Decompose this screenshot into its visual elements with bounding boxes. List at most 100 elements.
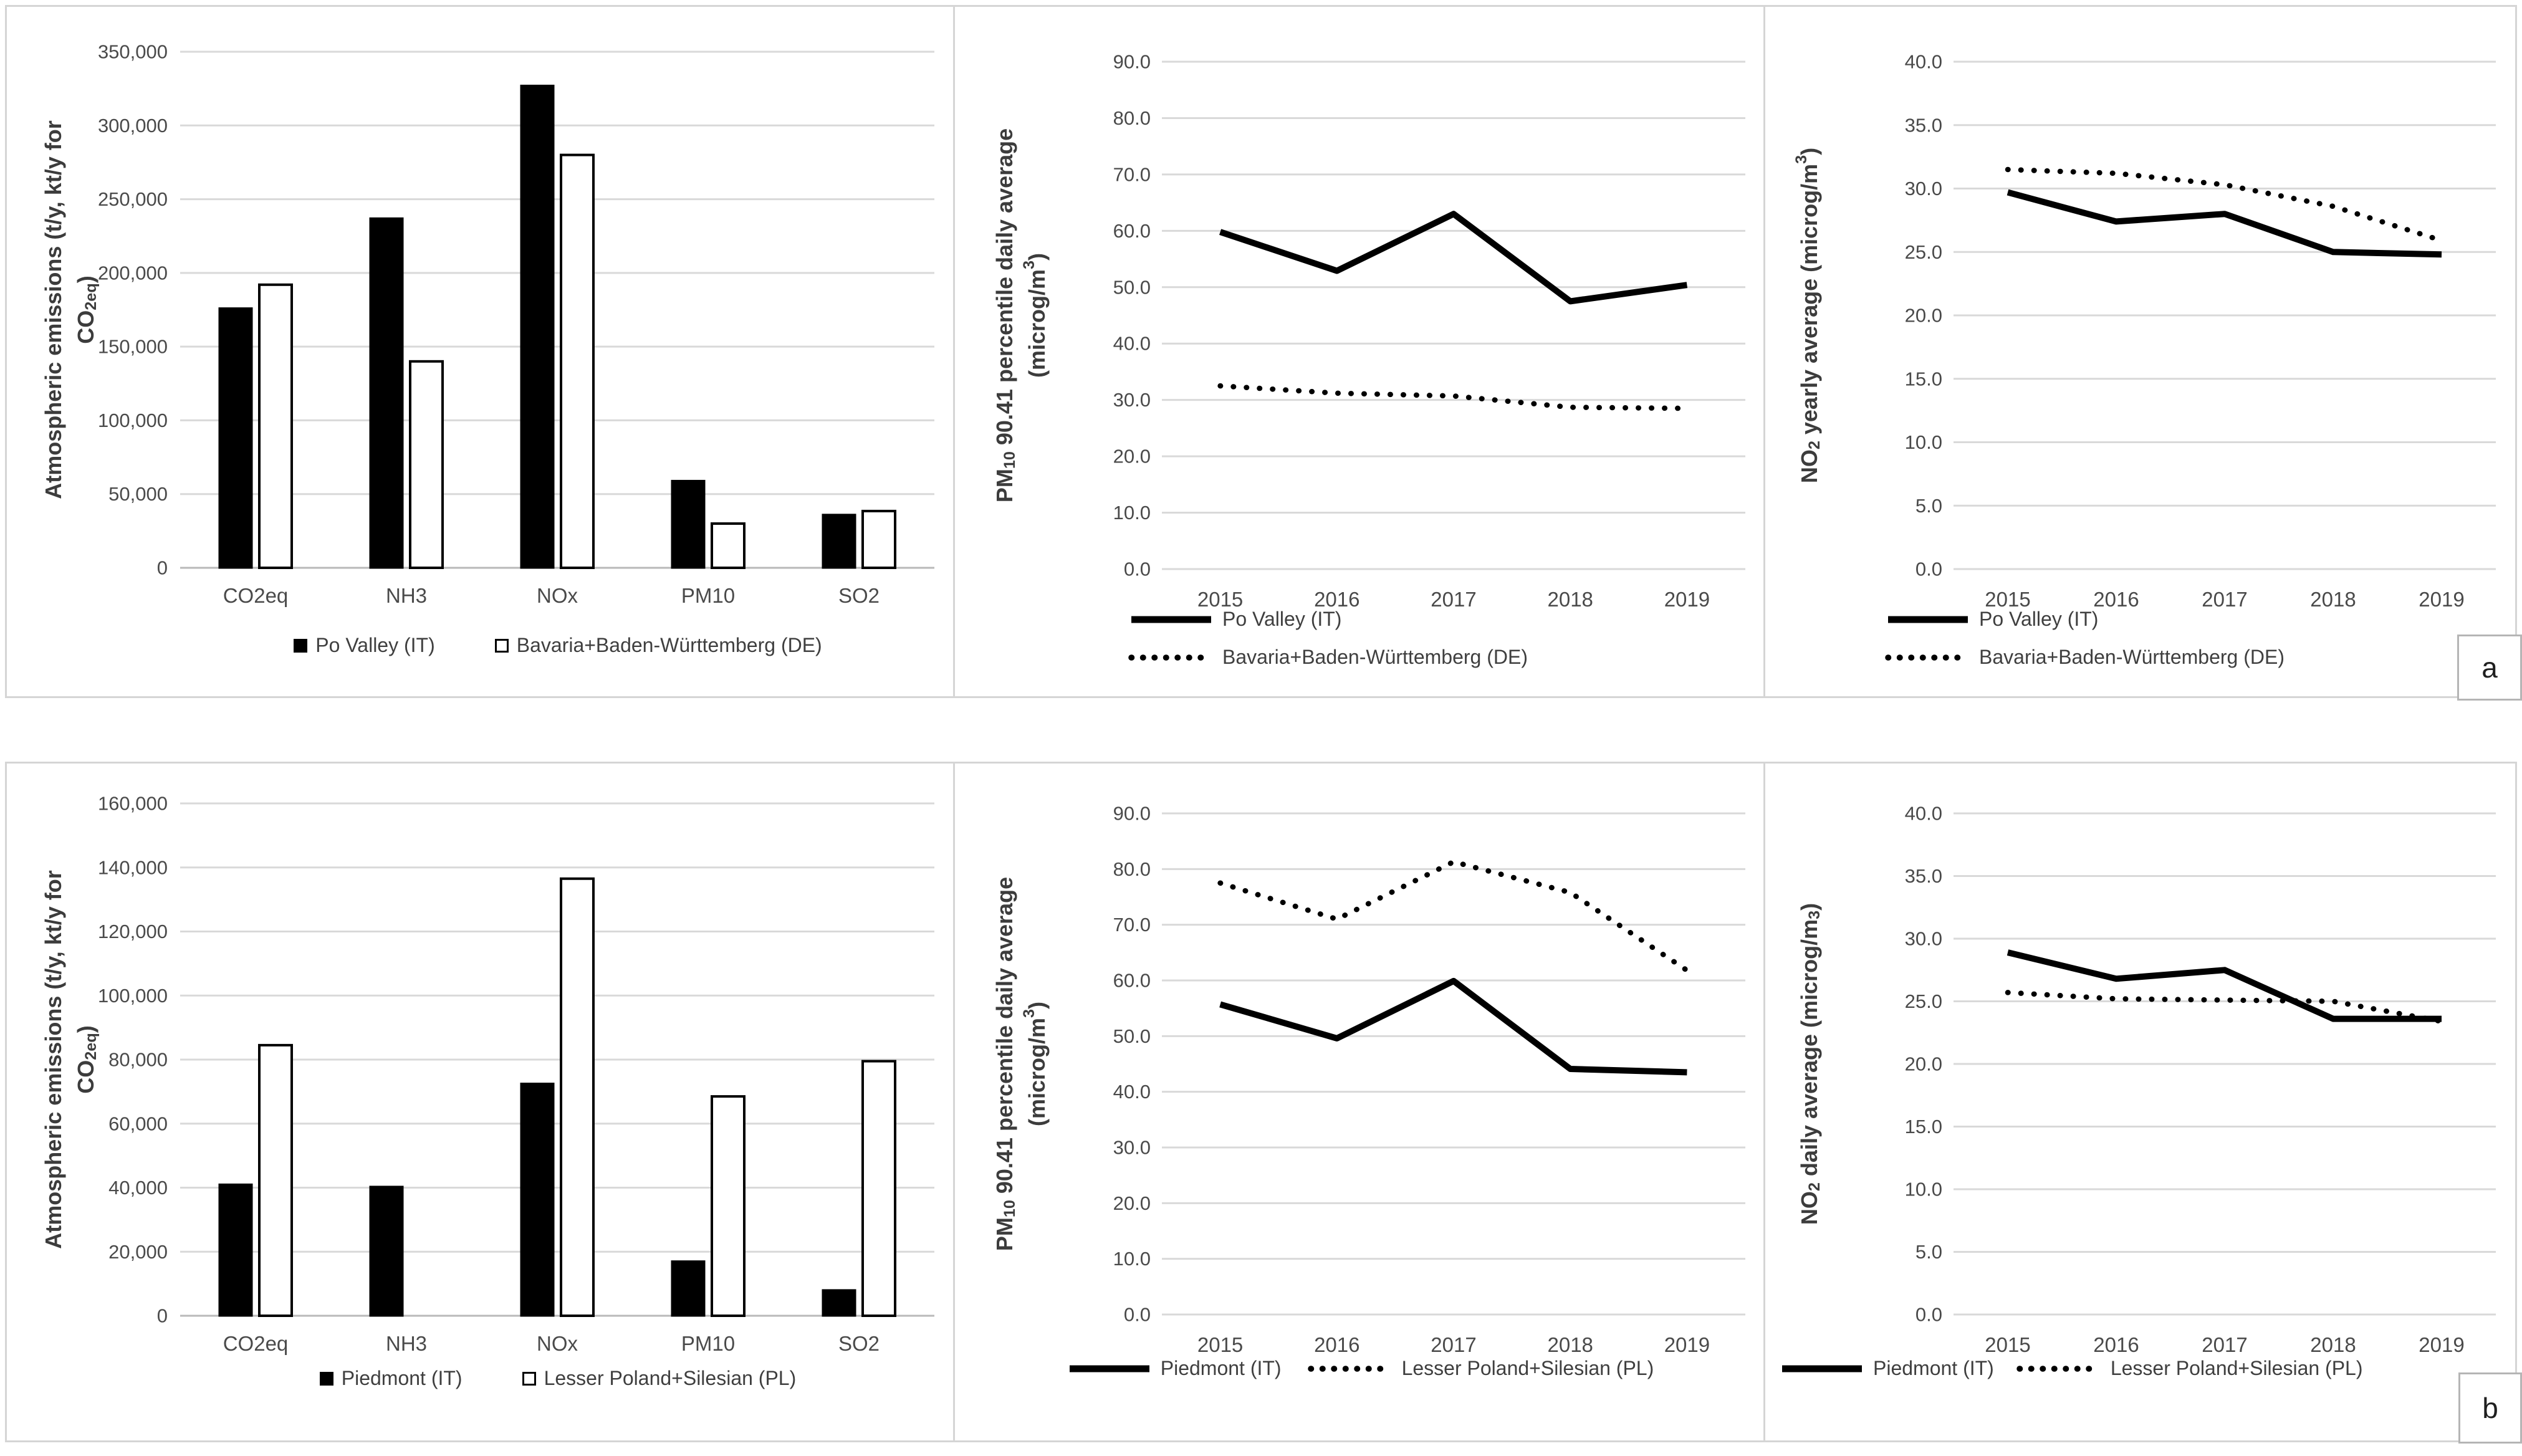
- series-line-dotted: [2005, 166, 2445, 244]
- x-year-label: 2019: [2419, 1333, 2464, 1356]
- panel-pm10-po-bavaria: 0.0 10.0 20.0 30.0 40.0 50.0 60.0 70.0 80.0 90.0 P…: [953, 5, 1765, 698]
- legend: Po Valley (IT) Bavaria+Baden-Württemberg …: [1885, 608, 2285, 669]
- legend-item: Po Valley (IT): [1128, 608, 1341, 631]
- svg-text:(microg/m3): (microg/m3): [1020, 253, 1050, 378]
- x-year-label: 2015: [1197, 1333, 1243, 1356]
- bar: [258, 1043, 293, 1317]
- x-year-label: 2015: [1197, 588, 1243, 611]
- legend-line-sample-dotted-icon: [1307, 1365, 1394, 1372]
- legend: Piedmont (IT) Lesser Poland+Silesian (PL): [992, 1357, 1728, 1380]
- y-tick-label: 90.0: [1113, 803, 1151, 825]
- y-tick-label: 10.0: [1905, 431, 1942, 453]
- y-tick-label: 80,000: [108, 1049, 168, 1071]
- legend-line-sample-dotted-icon: [1885, 654, 1971, 661]
- bar-series-2: [258, 153, 896, 570]
- svg-text:CO2eq): CO2eq): [73, 275, 100, 343]
- svg-text:(microg/m3): (microg/m3): [1020, 1002, 1050, 1126]
- bar-series-1: [218, 1083, 856, 1317]
- legend-item: Bavaria+Baden-Württemberg (DE): [494, 634, 822, 657]
- y-tick-label: 0.0: [1915, 1304, 1942, 1326]
- x-year-label: 2018: [1547, 588, 1593, 611]
- y-tick-label: 30.0: [1905, 178, 1942, 199]
- y-tick-label: 40.0: [1905, 803, 1942, 825]
- bar: [711, 522, 746, 569]
- y-tick-label: 10.0: [1113, 502, 1151, 524]
- bar-series-1: [218, 84, 856, 569]
- bar: [671, 1260, 706, 1317]
- y-tick-label: 15.0: [1905, 368, 1942, 390]
- x-year-label: 2017: [1431, 1333, 1476, 1356]
- x-axis-labels: CO2eq NH3 NOx PM10 SO2: [223, 1332, 880, 1355]
- y-tick-label: 150,000: [98, 336, 168, 358]
- y-axis-title: Atmospheric emissions (t/y, kt/y for CO2e…: [41, 120, 100, 499]
- legend-item: Po Valley (IT): [1885, 608, 2098, 631]
- svg-text:Atmospheric emissions (t/y, kt: Atmospheric emissions (t/y, kt/y for: [41, 120, 66, 499]
- legend-label: Lesser Poland+Silesian (PL): [1401, 1357, 1654, 1379]
- legend-item: Piedmont (IT): [1779, 1357, 1994, 1380]
- line-chart-no2-yearly-po-bavaria: 0.0 5.0 10.0 15.0 20.0 25.0 30.0 35.0 40.0 NO2 ye…: [1793, 51, 2496, 611]
- x-category-label: PM10: [681, 1332, 735, 1355]
- series-line-dotted: [1217, 859, 1690, 974]
- bar: [258, 283, 293, 569]
- x-year-label: 2018: [2310, 588, 2356, 611]
- bar: [711, 1095, 746, 1317]
- y-tick-label: 10.0: [1905, 1179, 1942, 1200]
- bar: [822, 1289, 856, 1317]
- legend-swatch-black-icon: [319, 1371, 333, 1386]
- x-year-label: 2018: [2310, 1333, 2356, 1356]
- legend-label: Bavaria+Baden-Württemberg (DE): [516, 634, 822, 656]
- y-tick-label: 40.0: [1905, 51, 1942, 73]
- y-tick-label: 120,000: [98, 921, 168, 942]
- bar: [409, 360, 444, 569]
- svg-text:NO2 yearly average (microg/m3): NO2 yearly average (microg/m3): [1793, 148, 1823, 483]
- legend: Po Valley (IT) Bavaria+Baden-Württemberg …: [181, 634, 934, 657]
- x-year-label: 2019: [2419, 588, 2464, 611]
- x-year-label: 2016: [1314, 1333, 1359, 1356]
- gridlines: [1162, 60, 1745, 570]
- y-tick-label: 60,000: [108, 1113, 168, 1134]
- legend-label: Po Valley (IT): [1979, 608, 2099, 630]
- bar: [520, 1083, 555, 1317]
- legend-swatch-black-icon: [294, 638, 308, 653]
- bar: [218, 307, 253, 569]
- legend-item: Bavaria+Baden-Württemberg (DE): [1128, 646, 1528, 669]
- y-tick-label: 15.0: [1905, 1116, 1942, 1138]
- x-year-label: 2016: [2093, 1333, 2139, 1356]
- y-tick-label: 90.0: [1113, 51, 1151, 73]
- y-tick-labels: 0.0 10.0 20.0 30.0 40.0 50.0 60.0 70.0 80.0 90.0: [1113, 803, 1151, 1326]
- bar: [369, 1185, 404, 1317]
- svg-text:CO2eq): CO2eq): [73, 1025, 100, 1093]
- y-tick-label: 25.0: [1905, 241, 1942, 263]
- y-tick-label: 40.0: [1113, 1081, 1151, 1103]
- legend-swatch-white-icon: [522, 1371, 536, 1386]
- legend-label: Lesser Poland+Silesian (PL): [2110, 1357, 2363, 1379]
- y-tick-label: 5.0: [1915, 1241, 1942, 1263]
- y-tick-label: 30.0: [1113, 1137, 1151, 1159]
- y-axis-title: NO2 daily average (microg/m3): [1796, 903, 1824, 1225]
- y-tick-label: 20.0: [1113, 1192, 1151, 1214]
- y-tick-label: 40,000: [108, 1177, 168, 1199]
- y-tick-label: 35.0: [1905, 114, 1942, 136]
- y-axis-title: Atmospheric emissions (t/y, kt/y for CO2e…: [41, 870, 100, 1248]
- x-year-label: 2015: [1985, 588, 2030, 611]
- x-category-label: SO2: [838, 584, 880, 607]
- bar: [861, 509, 896, 569]
- legend-label: Piedmont (IT): [1160, 1357, 1282, 1379]
- bar: [560, 153, 595, 570]
- series-line-solid: [1219, 211, 1688, 305]
- y-tick-label: 30.0: [1905, 928, 1942, 950]
- x-category-label: NOx: [537, 584, 578, 607]
- legend-label: Piedmont (IT): [1873, 1357, 1994, 1379]
- line-chart-no2-daily-piedmont-poland: 0.0 5.0 10.0 15.0 20.0 25.0 30.0 35.0 40.0 NO2 da…: [1796, 803, 2496, 1356]
- legend-item: Bavaria+Baden-Württemberg (DE): [1885, 646, 2285, 669]
- y-tick-label: 160,000: [98, 793, 168, 815]
- y-tick-labels: 0 20,000 40,000 60,000 80,000 100,000 120,000 1…: [98, 793, 168, 1327]
- legend-line-sample-dotted-icon: [1128, 654, 1214, 661]
- legend: Piedmont (IT) Lesser Poland+Silesian (PL): [1779, 1357, 2363, 1380]
- legend-label: Bavaria+Baden-Württemberg (DE): [1979, 646, 2285, 668]
- x-axis-labels: 2015 2016 2017 2018 2019: [1197, 1333, 1710, 1356]
- legend-label: Lesser Poland+Silesian (PL): [544, 1367, 797, 1389]
- y-tick-label: 100,000: [98, 985, 168, 1007]
- panel-pm10-piedmont-poland: 0.0 10.0 20.0 30.0 40.0 50.0 60.0 70.0 80.0 90.0 P…: [953, 762, 1765, 1442]
- y-tick-label: 5.0: [1915, 495, 1942, 517]
